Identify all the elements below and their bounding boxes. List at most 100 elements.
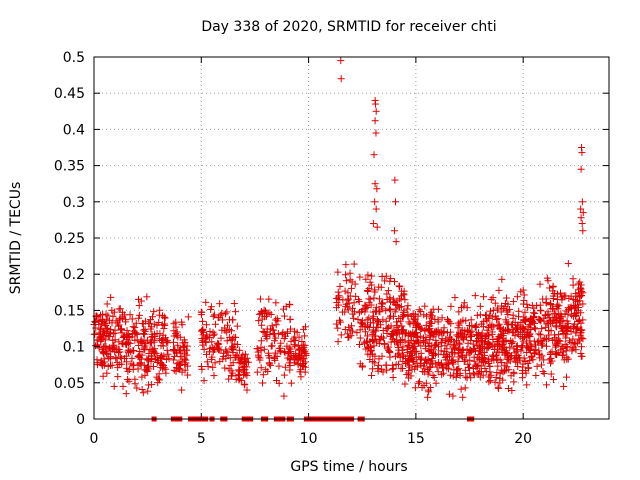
data-point bbox=[91, 330, 99, 338]
data-point bbox=[258, 321, 266, 329]
axis-ticks: 0 0.05 0.1 0.15 0.2 0.25 0.3 0.35 0.4 0.45 0.5 0 5 10… bbox=[54, 50, 609, 447]
data-point bbox=[483, 317, 491, 325]
data-point bbox=[425, 327, 433, 335]
data-point bbox=[401, 354, 409, 362]
data-point bbox=[396, 353, 404, 361]
data-point bbox=[448, 359, 456, 367]
data-point bbox=[174, 333, 182, 341]
data-point bbox=[545, 356, 553, 364]
data-point bbox=[122, 352, 130, 360]
data-point bbox=[159, 335, 167, 343]
data-point bbox=[566, 304, 574, 312]
data-point bbox=[461, 356, 469, 364]
data-point bbox=[524, 304, 532, 312]
data-point bbox=[494, 362, 502, 370]
data-point bbox=[367, 301, 375, 309]
data-point bbox=[455, 321, 463, 329]
data-point bbox=[380, 334, 388, 342]
data-point bbox=[483, 345, 491, 353]
data-point bbox=[257, 343, 265, 351]
data-point bbox=[371, 288, 379, 296]
data-point bbox=[106, 347, 114, 355]
data-point bbox=[520, 354, 528, 362]
data-point bbox=[383, 329, 391, 337]
data-point bbox=[375, 283, 383, 291]
data-point bbox=[112, 354, 120, 362]
data-point bbox=[228, 335, 236, 343]
data-point bbox=[493, 316, 501, 324]
data-point bbox=[387, 322, 395, 330]
data-point bbox=[104, 325, 112, 333]
data-point bbox=[389, 312, 397, 320]
data-point bbox=[362, 275, 370, 283]
data-point bbox=[99, 343, 107, 351]
data-point bbox=[230, 300, 238, 308]
data-point bbox=[373, 323, 381, 331]
data-point bbox=[391, 176, 399, 184]
data-point bbox=[342, 261, 350, 269]
data-point bbox=[341, 287, 349, 295]
data-point bbox=[415, 306, 423, 314]
data-point bbox=[557, 293, 565, 301]
data-point bbox=[425, 346, 433, 354]
data-point bbox=[216, 357, 224, 365]
data-point bbox=[546, 284, 554, 292]
data-point bbox=[203, 358, 211, 366]
data-point bbox=[272, 321, 280, 329]
data-point bbox=[504, 308, 512, 316]
data-point bbox=[432, 379, 440, 387]
data-point bbox=[522, 367, 530, 375]
data-point bbox=[460, 302, 468, 310]
data-point bbox=[255, 353, 263, 361]
data-point bbox=[432, 329, 440, 337]
data-point bbox=[409, 358, 417, 366]
data-point bbox=[232, 333, 240, 341]
data-point bbox=[485, 360, 493, 368]
data-point bbox=[437, 347, 445, 355]
data-point bbox=[542, 323, 550, 331]
data-point bbox=[469, 340, 477, 348]
data-point bbox=[257, 364, 265, 372]
data-point bbox=[102, 349, 110, 357]
data-point bbox=[361, 340, 369, 348]
data-point bbox=[461, 384, 469, 392]
data-point bbox=[578, 343, 586, 351]
data-point bbox=[501, 303, 509, 311]
data-point bbox=[456, 369, 464, 377]
data-point bbox=[170, 327, 178, 335]
data-point bbox=[579, 209, 587, 217]
y-tick-label: 0.25 bbox=[54, 231, 85, 247]
data-point bbox=[440, 351, 448, 359]
data-point bbox=[131, 336, 139, 344]
data-point bbox=[373, 319, 381, 327]
data-point bbox=[513, 293, 521, 301]
data-point bbox=[562, 307, 570, 315]
data-point bbox=[403, 371, 411, 379]
data-point bbox=[117, 325, 125, 333]
data-point bbox=[334, 288, 342, 296]
data-point bbox=[428, 348, 436, 356]
data-point bbox=[142, 366, 150, 374]
data-point bbox=[467, 336, 475, 344]
data-point bbox=[256, 356, 264, 364]
data-point bbox=[208, 338, 216, 346]
data-point bbox=[198, 327, 206, 335]
data-point bbox=[366, 338, 374, 346]
data-point bbox=[286, 361, 294, 369]
data-point bbox=[174, 341, 182, 349]
data-point bbox=[373, 338, 381, 346]
data-point bbox=[399, 343, 407, 351]
scatter-points bbox=[90, 57, 587, 422]
data-point bbox=[243, 386, 251, 394]
data-point bbox=[149, 332, 157, 340]
data-point bbox=[206, 344, 214, 352]
data-point bbox=[375, 295, 383, 303]
data-point bbox=[549, 376, 557, 384]
data-point bbox=[395, 282, 403, 290]
data-point bbox=[115, 361, 123, 369]
data-point bbox=[422, 379, 430, 387]
data-point bbox=[271, 356, 279, 364]
data-point bbox=[459, 334, 467, 342]
data-point bbox=[578, 326, 586, 334]
data-point bbox=[579, 316, 587, 324]
